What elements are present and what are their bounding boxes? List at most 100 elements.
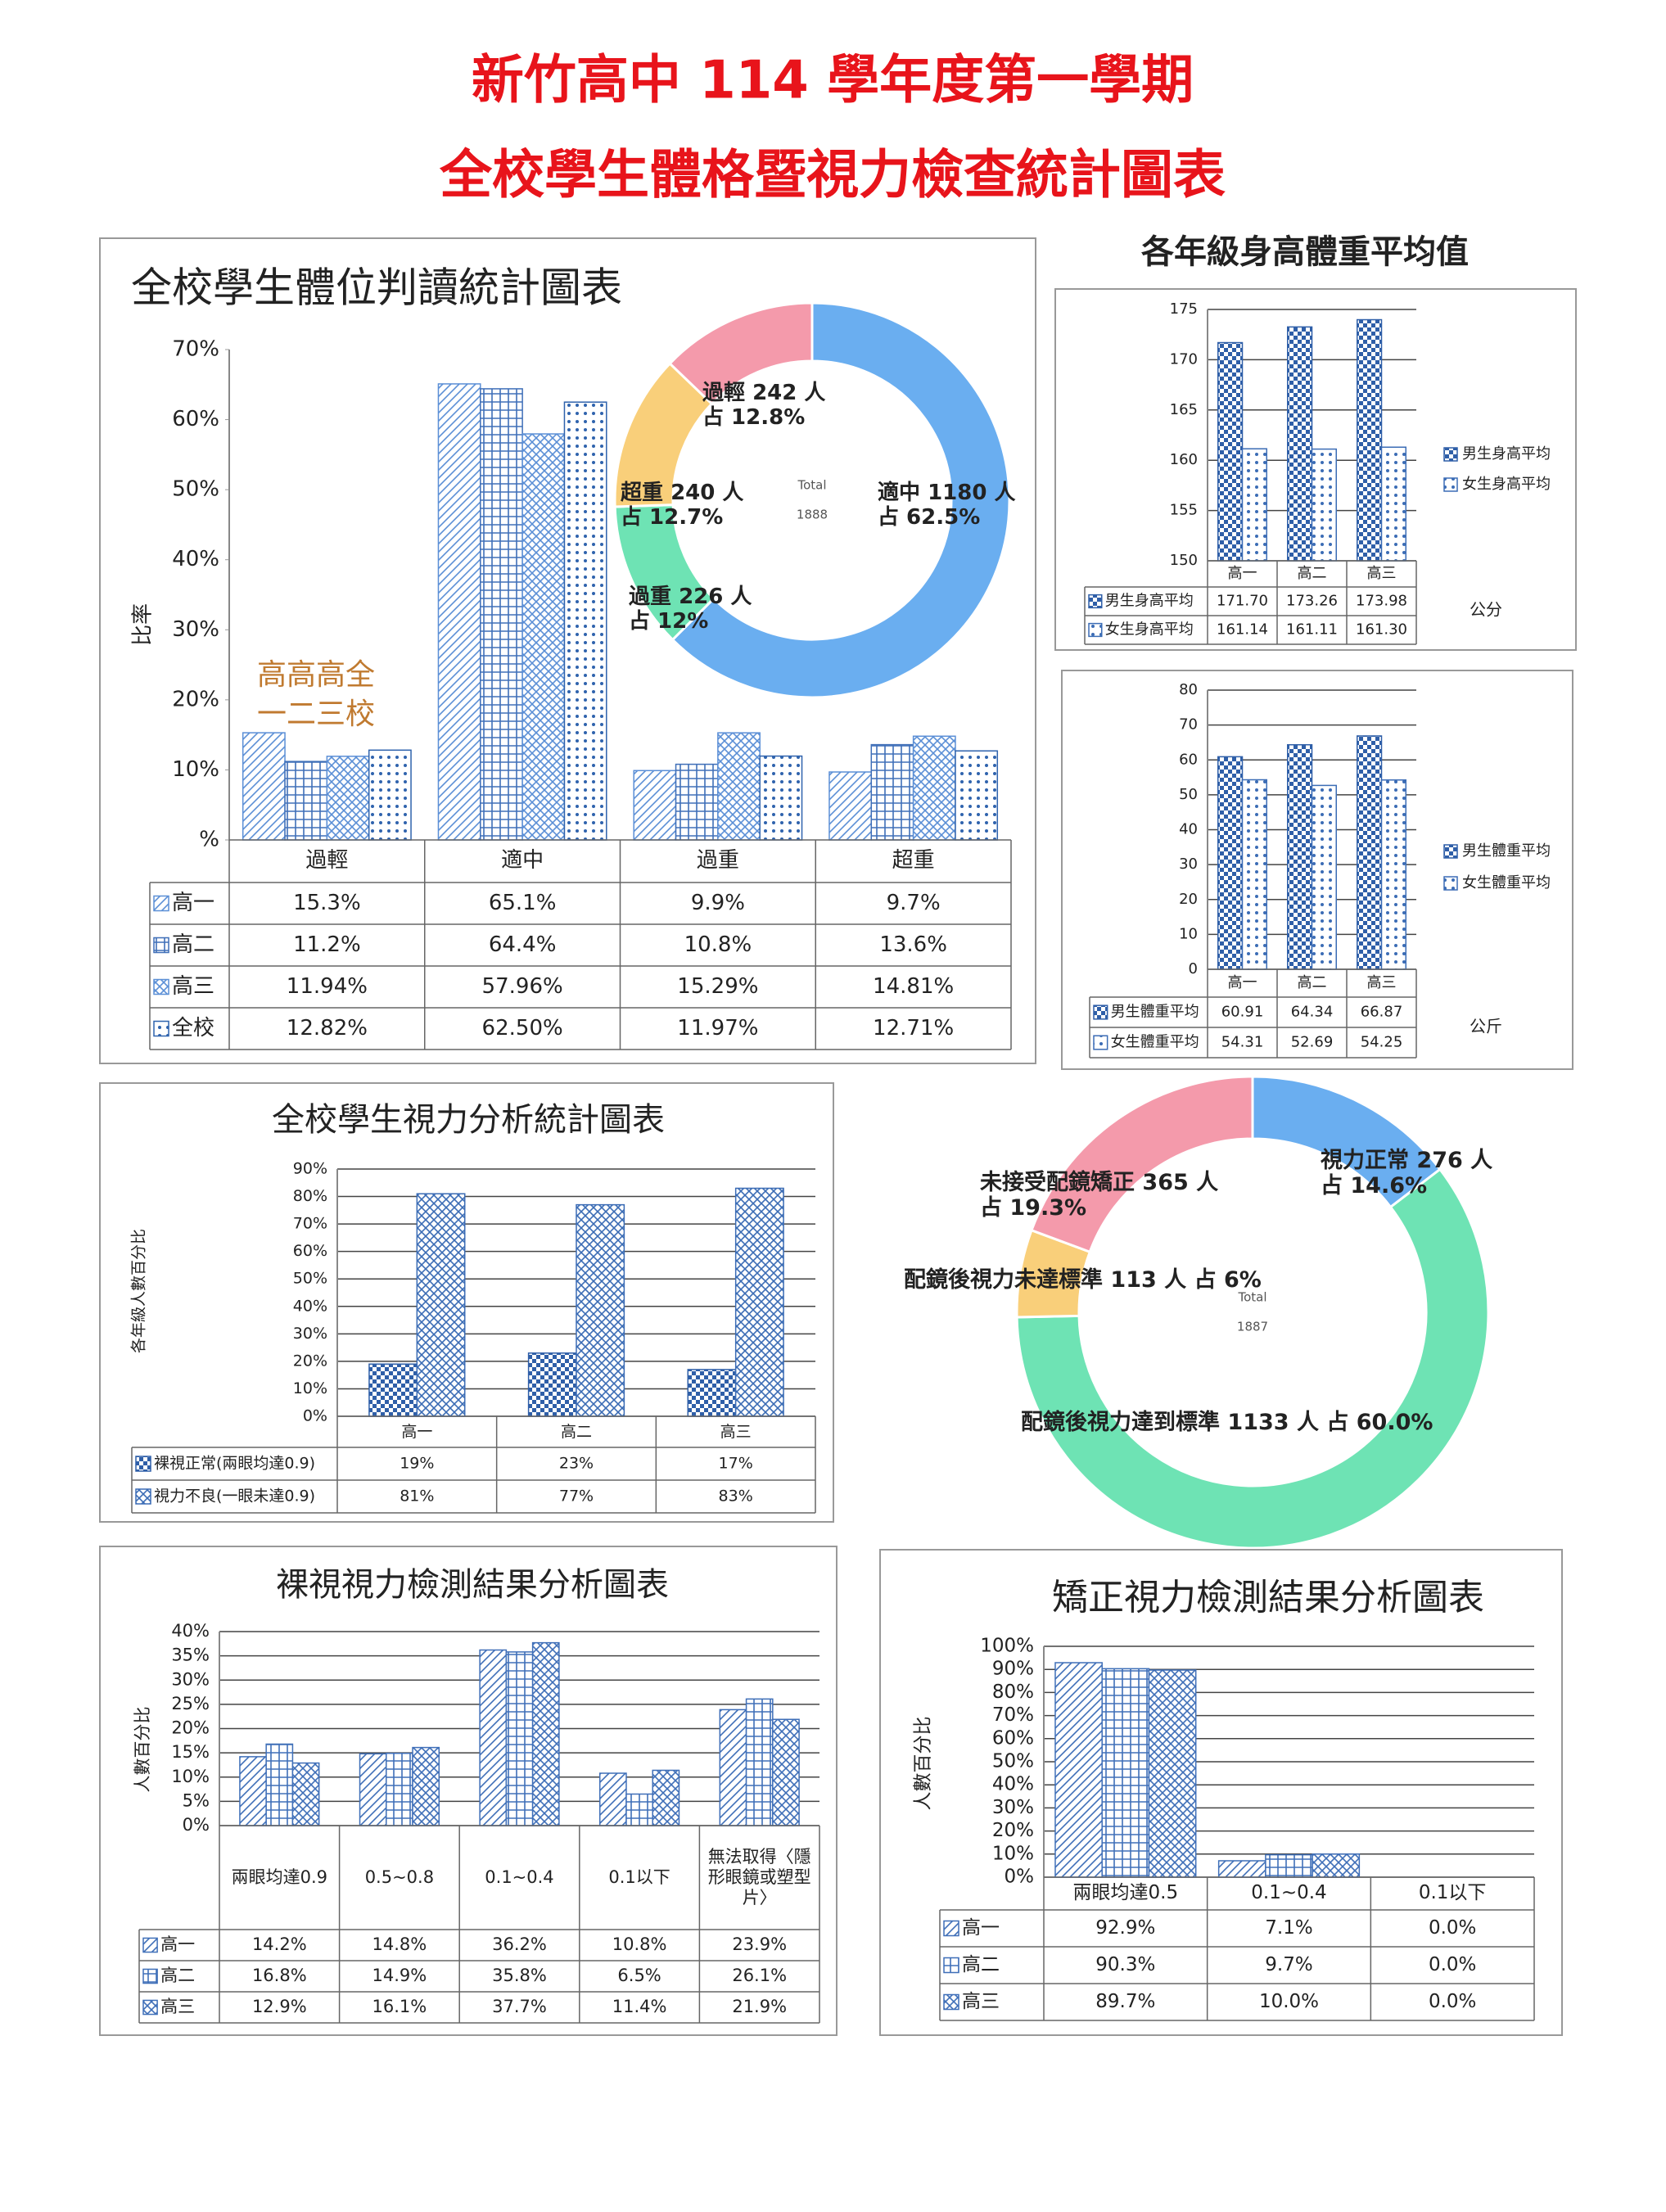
bar <box>480 388 523 841</box>
table-value: 15.3% <box>293 891 361 915</box>
page-title: 新竹高中 114 學年度第一學期 <box>472 51 1194 111</box>
y-axis-label: 各年級人數百分比 <box>130 1229 148 1353</box>
x-tick-label: 0.1以下 <box>1418 1882 1487 1904</box>
chart-frame <box>99 237 1036 1064</box>
y-tick-label: 15% <box>171 1742 210 1762</box>
donut-slice <box>1030 1075 1254 1254</box>
series-label: 高一 <box>160 1934 195 1954</box>
x-tick-label: 高三 <box>1366 565 1397 583</box>
legend-swatch <box>1088 622 1103 638</box>
table-value: 16.1% <box>372 1997 427 2016</box>
bar <box>633 770 677 841</box>
series-label: 高二 <box>160 1966 195 1985</box>
y-tick-label: 100% <box>980 1636 1034 1657</box>
x-tick-label: 過輕 <box>305 848 349 874</box>
table-value: 13.6% <box>879 932 947 957</box>
table-value: 11.2% <box>293 932 361 957</box>
y-tick-label: 20% <box>293 1352 327 1370</box>
chart-title: 裸視視力檢測結果分析圖表 <box>276 1566 669 1604</box>
category-cell: 高一 <box>1228 974 1257 991</box>
series-label: 女生身高平均 <box>1105 621 1194 639</box>
y-tick-label: 10% <box>171 1767 210 1786</box>
legend-label: 男生體重平均 <box>1462 842 1551 860</box>
table-value: 7.1% <box>1265 1917 1312 1939</box>
slice-label: 未接受配鏡矯正 365 人占 19.3% <box>980 1169 1218 1221</box>
x-tick-label: 0.1~0.4 <box>1251 1882 1327 1904</box>
slice-label: 配鏡後視力達到標準 1133 人 占 60.0% <box>1021 1409 1433 1435</box>
series-label: 裸視正常(兩眼均達0.9) <box>154 1455 315 1473</box>
unit-label: 公斤 <box>1470 1017 1502 1036</box>
series-label: 全校 <box>172 1016 214 1041</box>
bar <box>563 401 607 841</box>
series-label: 高一 <box>172 891 214 915</box>
legend-swatch <box>1093 1004 1108 1020</box>
series-label: 高一 <box>962 1917 1000 1939</box>
table-value: 77% <box>559 1487 594 1506</box>
slice-count: 365 人 <box>1142 1170 1218 1195</box>
table-value: 0.0% <box>1429 1917 1476 1939</box>
y-tick-label: 20% <box>171 1718 210 1738</box>
bar <box>1217 756 1244 970</box>
bar <box>1217 1860 1266 1878</box>
category-cell: 0.5~0.8 <box>364 1867 435 1887</box>
table-value: 54.25 <box>1361 1034 1403 1051</box>
category-cell: 高三 <box>1366 565 1397 583</box>
bar <box>1357 318 1383 562</box>
table-value: 60.91 <box>1221 1004 1264 1021</box>
bar <box>479 1649 508 1826</box>
x-tick-label: 高三 <box>720 1422 752 1441</box>
category-cell: 0.1以下 <box>608 1867 670 1887</box>
y-tick-label: 80% <box>293 1187 327 1205</box>
y-tick-label: 50% <box>992 1751 1034 1772</box>
table-value: 173.98 <box>1356 593 1407 610</box>
bar <box>416 1193 466 1417</box>
bar <box>912 735 956 841</box>
slice-label: 適中 1180 人占 62.5% <box>878 480 1016 530</box>
table-value: 10.8% <box>612 1934 667 1954</box>
bar <box>265 1743 294 1826</box>
slice-count: 113 人 <box>1110 1267 1186 1293</box>
x-tick-label: 高二 <box>1297 974 1327 992</box>
chart-title: 矯正視力檢測結果分析圖表 <box>1052 1577 1484 1618</box>
bar <box>284 761 328 841</box>
bar <box>368 749 412 841</box>
donut-slice <box>668 301 814 406</box>
bar <box>759 755 803 841</box>
y-tick-label: 20 <box>1179 891 1198 908</box>
y-axis-label: 人數百分比 <box>913 1717 934 1811</box>
bar <box>734 1187 784 1417</box>
x-tick-label: 過重 <box>696 848 739 874</box>
bar <box>239 1756 267 1826</box>
series-label: 高二 <box>962 1954 1000 1975</box>
y-tick-label: 20% <box>172 687 219 711</box>
bar <box>1287 744 1313 970</box>
y-tick-label: 50% <box>172 477 219 502</box>
x-tick-label: 0.5~0.8 <box>364 1867 435 1887</box>
bar <box>1148 1669 1197 1878</box>
category-cell: 高三 <box>720 1422 752 1441</box>
series-label: 高三 <box>962 1991 1000 2012</box>
table-value: 11.97% <box>677 1016 758 1041</box>
y-tick-label: 20% <box>992 1820 1034 1841</box>
table-value: 90.3% <box>1095 1954 1155 1975</box>
slice-percent: 占 14.6% <box>1321 1173 1427 1199</box>
bar <box>745 1698 774 1826</box>
chart-frame <box>99 1546 838 2036</box>
table-value: 14.2% <box>252 1934 307 1954</box>
y-tick-label: 0 <box>1189 960 1198 977</box>
legend-swatch <box>1443 844 1458 859</box>
table-value: 92.9% <box>1095 1917 1155 1939</box>
series-label: 男生身高平均 <box>1105 593 1194 610</box>
legend-swatch <box>943 1957 959 1974</box>
table-value: 10.0% <box>1259 1991 1319 2012</box>
category-cell: 過輕 <box>305 848 349 874</box>
table-value: 15.29% <box>677 974 758 999</box>
series-label: 高三 <box>160 1997 195 2016</box>
chart-title: 全校學生視力分析統計圖表 <box>272 1101 665 1139</box>
y-tick-label: 175 <box>1170 300 1198 318</box>
slice-label: 視力正常 276 人占 14.6% <box>1321 1148 1492 1199</box>
table-value: 12.9% <box>252 1997 307 2016</box>
y-tick-label: 40% <box>171 1621 210 1641</box>
slice-category: 配鏡後視力達到標準 <box>1021 1409 1220 1435</box>
bar <box>576 1203 625 1417</box>
